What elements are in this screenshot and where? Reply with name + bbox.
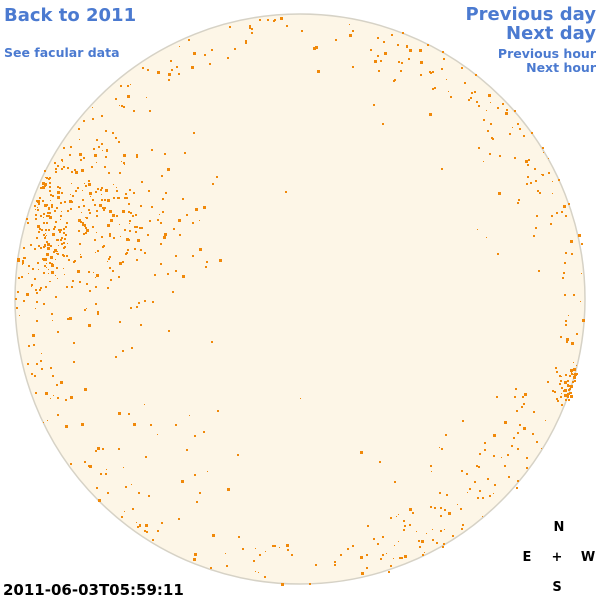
compass-east-label: E <box>522 550 532 565</box>
day-nav: Previous day Next day <box>465 5 596 43</box>
faculae-speckles <box>15 17 585 586</box>
solar-disk <box>14 13 586 585</box>
compass-south-label: S <box>552 580 562 595</box>
next-hour-link[interactable]: Next hour <box>526 60 596 75</box>
compass-west-label: W <box>580 550 596 565</box>
timestamp: 2011-06-03T05:59:11 <box>3 581 184 599</box>
facular-data-link[interactable]: See facular data <box>4 45 120 60</box>
previous-day-link[interactable]: Previous day <box>465 4 596 25</box>
previous-hour-link[interactable]: Previous hour <box>497 46 596 61</box>
compass-center-cross: + <box>551 550 563 565</box>
back-to-year-link[interactable]: Back to 2011 <box>4 5 137 26</box>
next-day-link[interactable]: Next day <box>506 23 596 44</box>
hour-nav: Previous hour Next hour <box>498 47 596 75</box>
compass-north-label: N <box>553 520 565 535</box>
